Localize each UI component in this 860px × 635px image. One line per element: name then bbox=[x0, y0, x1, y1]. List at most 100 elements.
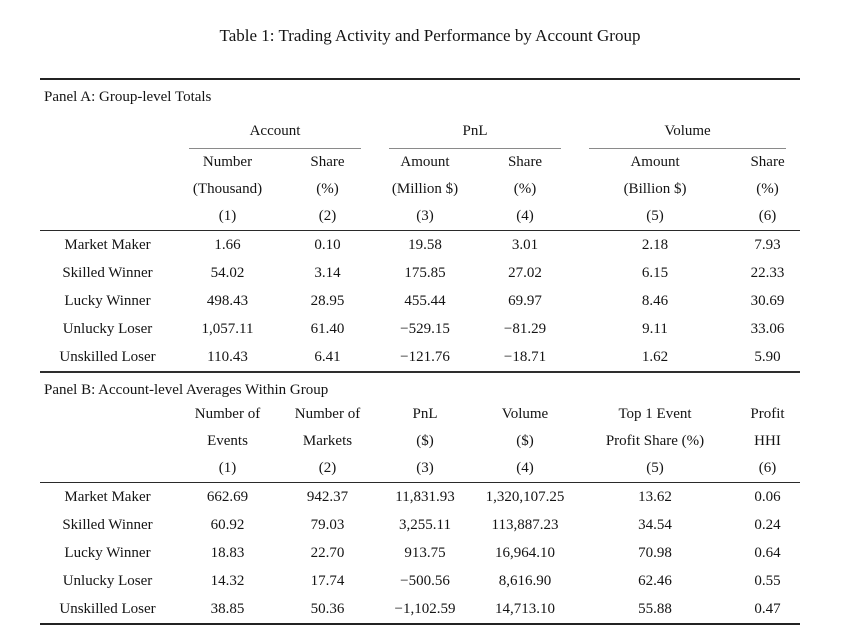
value-cell: 1.62 bbox=[641, 348, 669, 365]
value-cell: 7.93 bbox=[754, 236, 781, 253]
header-row-2: (Thousand) (%) (Million $) (%) (Billion … bbox=[40, 176, 800, 203]
value-cell: 69.97 bbox=[508, 292, 542, 309]
value-cell: −121.76 bbox=[400, 348, 450, 365]
col-number: (2) bbox=[280, 455, 375, 483]
table-row: Unlucky Loser 1,057.11 61.40 −529.15 −81… bbox=[40, 315, 800, 343]
col-number: (2) bbox=[280, 203, 376, 231]
col-header: Profit bbox=[750, 406, 785, 422]
panel-a-header: Account PnL Volume Number Share Amount S… bbox=[40, 108, 801, 231]
row-label-cell: Lucky Winner bbox=[64, 292, 151, 309]
value-cell: 19.58 bbox=[408, 236, 442, 253]
spacer-cell bbox=[40, 401, 175, 428]
col-header-unit: (%) bbox=[316, 181, 339, 197]
spacer-cell bbox=[40, 176, 175, 203]
col-header: Top 1 Event bbox=[618, 406, 692, 422]
row-label-cell: Unlucky Loser bbox=[62, 320, 153, 337]
col-number: (3) bbox=[375, 203, 476, 231]
row-label-cell: Unlucky Loser bbox=[62, 572, 153, 589]
header-row-3: (1) (2) (3) (4) (5) (6) bbox=[40, 455, 800, 483]
col-header-unit: (%) bbox=[513, 181, 537, 197]
panel-b-header: Number of Number of PnL Volume Top 1 Eve… bbox=[40, 401, 800, 483]
value-cell: 28.95 bbox=[310, 292, 345, 309]
header-row-2: Events Markets ($) ($) Profit Share (%) … bbox=[40, 428, 800, 455]
col-number: (5) bbox=[575, 203, 736, 231]
value-cell: 6.41 bbox=[314, 348, 341, 365]
header-row-1: Number of Number of PnL Volume Top 1 Eve… bbox=[40, 401, 800, 428]
value-cell: 14,713.10 bbox=[495, 600, 555, 617]
value-cell: 54.02 bbox=[210, 264, 245, 281]
col-number: (1) bbox=[175, 455, 280, 483]
value-cell: 1.66 bbox=[214, 236, 241, 253]
spanner-volume: Volume bbox=[575, 108, 800, 149]
value-cell: 22.33 bbox=[750, 264, 785, 281]
spanner-pnl: PnL bbox=[375, 108, 575, 149]
spanner-label: PnL bbox=[389, 121, 562, 149]
value-cell: 16,964.10 bbox=[495, 544, 555, 561]
value-cell: 0.64 bbox=[754, 544, 781, 561]
row-label-cell: Unskilled Loser bbox=[59, 600, 156, 617]
col-header-unit: (Million $) bbox=[391, 181, 459, 197]
value-cell: 2.18 bbox=[641, 236, 669, 253]
panel-a-table: Account PnL Volume Number Share Amount S… bbox=[40, 108, 801, 372]
col-header-unit: (Thousand) bbox=[192, 181, 263, 197]
value-cell: 3,255.11 bbox=[399, 516, 451, 533]
spacer-cell bbox=[40, 428, 175, 455]
value-cell: 498.43 bbox=[206, 292, 249, 309]
value-cell: 70.98 bbox=[638, 544, 672, 561]
value-cell: 9.11 bbox=[642, 320, 668, 337]
table-row: Unskilled Loser 38.85 50.36 −1,102.59 14… bbox=[40, 595, 800, 623]
value-cell: 3.14 bbox=[314, 264, 341, 281]
col-header-unit: ($) bbox=[416, 433, 434, 449]
col-header-unit: Events bbox=[207, 433, 248, 449]
table-row: Market Maker 1.66 0.10 19.58 3.01 2.18 7… bbox=[40, 231, 800, 260]
row-label-cell: Lucky Winner bbox=[64, 544, 151, 561]
panel-b-table: Number of Number of PnL Volume Top 1 Eve… bbox=[40, 401, 800, 623]
row-label-cell: Market Maker bbox=[64, 236, 151, 253]
col-number: (6) bbox=[735, 203, 801, 231]
panel-a-body: Market Maker 1.66 0.10 19.58 3.01 2.18 7… bbox=[40, 231, 800, 372]
col-header-unit: ($) bbox=[516, 433, 534, 449]
value-cell: 38.85 bbox=[210, 600, 245, 617]
header-row-1: Number Share Amount Share Amount Share bbox=[40, 149, 800, 176]
value-cell: 5.90 bbox=[754, 348, 781, 365]
col-header-unit: (Billion $) bbox=[623, 181, 687, 197]
col-number: (4) bbox=[475, 455, 575, 483]
header-row-3: (1) (2) (3) (4) (5) (6) bbox=[40, 203, 801, 231]
value-cell: 6.15 bbox=[641, 264, 669, 281]
spanner-label: Volume bbox=[589, 121, 787, 149]
spacer-cell bbox=[40, 455, 175, 483]
col-header: Share bbox=[310, 154, 345, 170]
col-header: Number of bbox=[294, 406, 361, 422]
table-row: Lucky Winner 18.83 22.70 913.75 16,964.1… bbox=[40, 539, 800, 567]
value-cell: 8,616.90 bbox=[498, 572, 552, 589]
col-header: Number bbox=[202, 154, 253, 170]
col-header: Volume bbox=[501, 406, 549, 422]
value-cell: 3.01 bbox=[511, 236, 539, 253]
value-cell: 662.69 bbox=[206, 488, 249, 505]
panel-b-label: Panel B: Account-level Averages Within G… bbox=[44, 382, 329, 398]
col-number: (4) bbox=[475, 203, 576, 231]
value-cell: 455.44 bbox=[404, 292, 446, 309]
spanner-account: Account bbox=[175, 108, 375, 149]
value-cell: 0.24 bbox=[754, 516, 781, 533]
col-header-unit: Markets bbox=[302, 433, 353, 449]
value-cell: 1,320,107.25 bbox=[485, 488, 565, 505]
table-row: Unlucky Loser 14.32 17.74 −500.56 8,616.… bbox=[40, 567, 800, 595]
spacer-cell bbox=[40, 203, 175, 231]
value-cell: 0.06 bbox=[754, 488, 781, 505]
table-row: Skilled Winner 60.92 79.03 3,255.11 113,… bbox=[40, 511, 800, 539]
value-cell: 18.83 bbox=[210, 544, 245, 561]
top-rule bbox=[40, 78, 800, 80]
col-header-unit: (%) bbox=[756, 181, 779, 197]
value-cell: 22.70 bbox=[310, 544, 345, 561]
value-cell: −18.71 bbox=[503, 348, 547, 365]
value-cell: 113,887.23 bbox=[491, 516, 559, 533]
value-cell: 13.62 bbox=[638, 488, 672, 505]
row-label-cell: Market Maker bbox=[64, 488, 151, 505]
value-cell: 60.92 bbox=[210, 516, 245, 533]
value-cell: −1,102.59 bbox=[394, 600, 456, 617]
value-cell: 33.06 bbox=[750, 320, 785, 337]
value-cell: 11,831.93 bbox=[395, 488, 455, 505]
table-row: Market Maker 662.69 942.37 11,831.93 1,3… bbox=[40, 483, 800, 512]
col-header: Number of bbox=[194, 406, 261, 422]
